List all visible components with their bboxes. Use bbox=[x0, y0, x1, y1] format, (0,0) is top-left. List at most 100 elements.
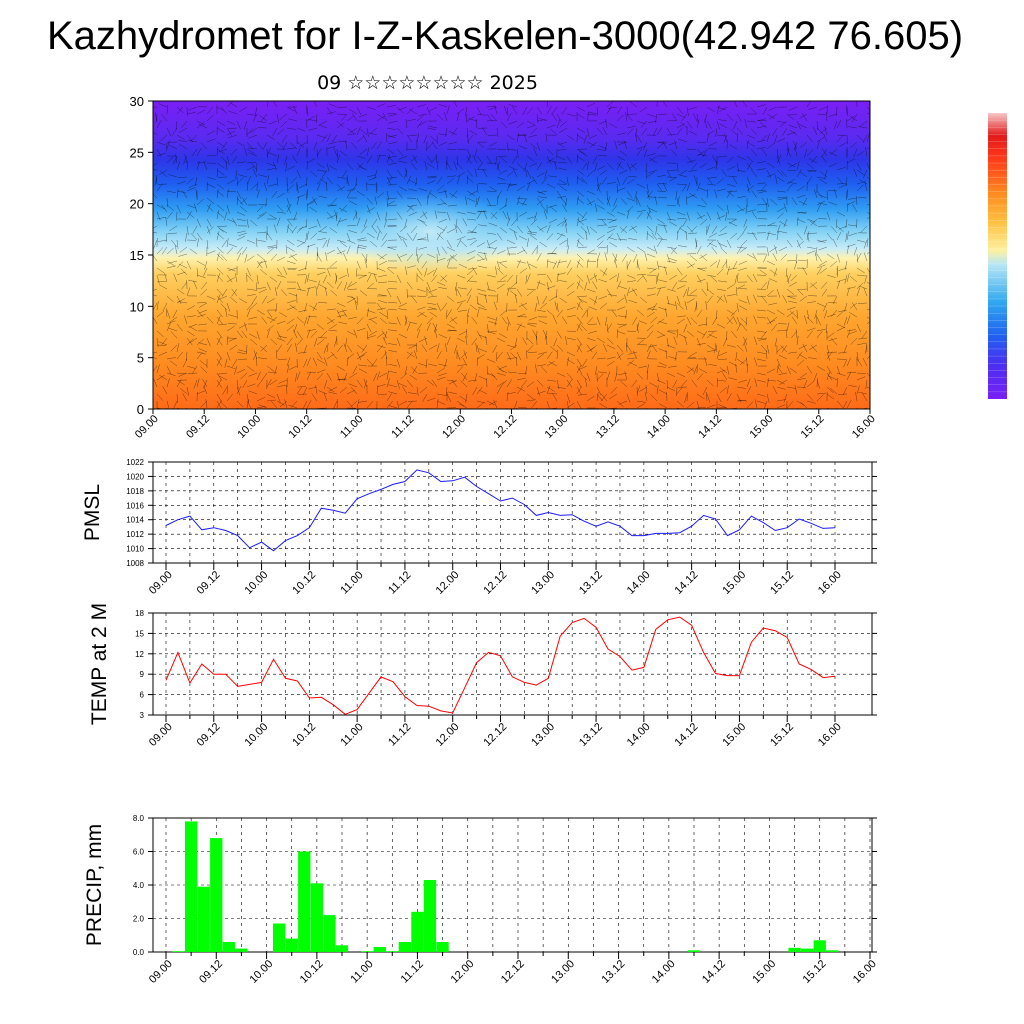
wind-barb bbox=[326, 181, 328, 192]
wind-barb bbox=[566, 290, 575, 297]
wind-barb bbox=[257, 127, 268, 129]
wind-barb bbox=[561, 197, 568, 206]
wind-barb bbox=[276, 192, 285, 199]
wind-barb bbox=[416, 329, 421, 339]
wind-barb bbox=[866, 320, 870, 325]
wind-barb bbox=[559, 185, 568, 192]
wind-barb bbox=[306, 371, 317, 374]
wind-barb bbox=[649, 157, 658, 164]
wind-barb bbox=[599, 302, 608, 309]
wind-barb bbox=[261, 295, 268, 304]
wind-barb bbox=[306, 371, 312, 381]
wind-barb bbox=[176, 379, 182, 388]
wind-barb bbox=[358, 364, 368, 367]
wind-barb bbox=[273, 224, 278, 234]
wind-barb bbox=[756, 211, 767, 213]
wind-barb bbox=[346, 400, 354, 408]
wind-barb bbox=[580, 324, 588, 332]
wind-barb bbox=[566, 372, 574, 380]
wind-barb bbox=[706, 379, 714, 387]
wind-barb bbox=[846, 399, 852, 409]
wind-barb bbox=[501, 316, 508, 325]
wind-barb bbox=[708, 334, 718, 339]
wind-barb bbox=[316, 238, 326, 241]
wind-barb bbox=[668, 141, 678, 146]
wind-barb bbox=[436, 343, 440, 353]
wind-barb bbox=[322, 239, 328, 249]
wind-barb bbox=[752, 252, 758, 262]
wind-barb bbox=[686, 106, 689, 116]
wind-barb bbox=[352, 113, 358, 122]
wind-barb bbox=[688, 357, 698, 360]
wind-barb bbox=[596, 197, 604, 205]
wind-barb bbox=[306, 315, 311, 325]
wind-barb bbox=[776, 148, 779, 158]
wind-barb bbox=[486, 330, 496, 335]
wind-barb bbox=[826, 365, 832, 374]
wind-barb bbox=[646, 190, 653, 199]
wind-barb bbox=[284, 155, 288, 165]
wind-barb bbox=[774, 337, 778, 347]
wind-barb bbox=[346, 133, 356, 136]
wind-barb bbox=[386, 190, 390, 200]
wind-barb bbox=[546, 281, 550, 291]
wind-barb bbox=[526, 345, 534, 353]
wind-barb bbox=[846, 115, 855, 122]
wind-barb bbox=[296, 316, 304, 324]
wind-barb bbox=[289, 304, 298, 311]
wind-barb bbox=[796, 194, 806, 199]
wind-barb bbox=[326, 211, 334, 219]
wind-barb bbox=[556, 302, 559, 312]
wind-barb bbox=[341, 113, 348, 122]
panel-frame bbox=[152, 612, 873, 716]
heatmap-field bbox=[153, 101, 870, 409]
wind-barb bbox=[598, 371, 608, 374]
wind-barb bbox=[485, 336, 488, 346]
wind-barb bbox=[816, 330, 823, 339]
wind-barb bbox=[156, 217, 166, 220]
wind-barb bbox=[236, 235, 246, 241]
wind-barb bbox=[735, 351, 738, 361]
wind-barb bbox=[806, 400, 816, 404]
wind-barb bbox=[206, 250, 216, 255]
wind-barb bbox=[752, 273, 758, 283]
wind-barb bbox=[836, 280, 841, 290]
wind-barb bbox=[198, 123, 208, 129]
wind-barb bbox=[276, 384, 286, 388]
wind-barb bbox=[828, 375, 838, 381]
wind-barb bbox=[315, 385, 318, 395]
wind-barb bbox=[859, 179, 868, 185]
precip-bar bbox=[826, 950, 839, 952]
wind-barb bbox=[584, 378, 588, 388]
wind-barb bbox=[576, 153, 579, 164]
wind-barb bbox=[705, 301, 708, 311]
wind-barb bbox=[260, 345, 268, 353]
wind-barb bbox=[776, 358, 781, 368]
wind-barb bbox=[816, 190, 823, 199]
wind-barb bbox=[820, 281, 828, 289]
wind-barb bbox=[853, 168, 858, 178]
wind-barb bbox=[493, 301, 498, 311]
wind-barb bbox=[387, 288, 398, 290]
wind-barb bbox=[723, 294, 728, 304]
wind-barb bbox=[226, 336, 229, 346]
wind-barb bbox=[406, 281, 413, 290]
wind-barb bbox=[308, 386, 318, 390]
wind-barb bbox=[166, 156, 174, 164]
wind-barb bbox=[786, 273, 792, 283]
wind-barb bbox=[226, 155, 230, 165]
wind-barb bbox=[548, 175, 558, 178]
wind-barb bbox=[708, 176, 718, 179]
wind-barb bbox=[196, 218, 202, 228]
wind-barb bbox=[216, 295, 224, 303]
wind-barb bbox=[676, 315, 686, 318]
wind-barb bbox=[426, 379, 435, 386]
wind-barb bbox=[658, 238, 668, 241]
wind-barb bbox=[466, 294, 472, 304]
wind-barb bbox=[713, 344, 718, 354]
wind-barb bbox=[616, 400, 624, 408]
wind-barb bbox=[276, 256, 286, 262]
wind-barb bbox=[676, 211, 686, 216]
x-tick-label: 13.00 bbox=[529, 569, 557, 597]
wind-barb bbox=[153, 356, 158, 360]
